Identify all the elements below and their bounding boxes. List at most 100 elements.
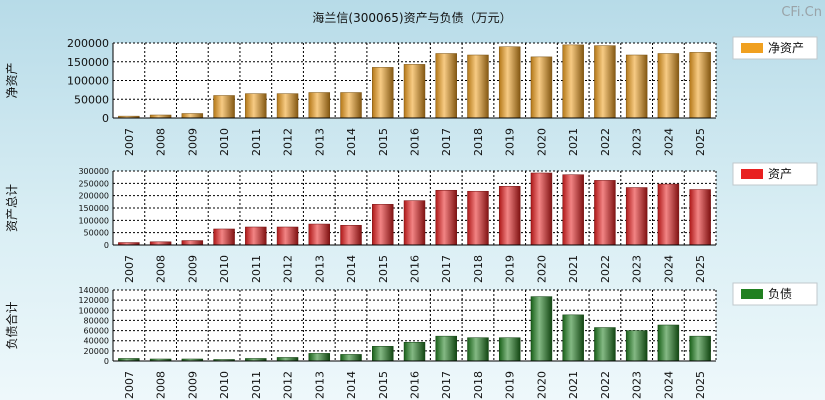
x-tick-label: 2013 <box>313 371 326 399</box>
x-tick-label: 2015 <box>377 371 390 399</box>
y-tick-label: 50000 <box>74 93 109 106</box>
bar-total_assets-2013 <box>308 223 331 246</box>
y-tick-label: 60000 <box>84 327 109 336</box>
y-tick-label: 150000 <box>67 56 109 69</box>
x-tick-label: 2017 <box>440 371 453 399</box>
y-tick-label: 0 <box>104 357 109 366</box>
x-tick-label: 2013 <box>313 255 326 283</box>
x-tick-label: 2020 <box>535 371 548 399</box>
panel-net_assets: 0 50000 100000 150000 200000 2007 2008 2009 2010… <box>5 36 818 156</box>
y-axis-title-total_liabilities: 负债合计 <box>4 301 19 349</box>
x-tick-label: 2023 <box>631 255 644 283</box>
bar-net_assets-2012 <box>276 93 299 119</box>
y-tick-label: 100000 <box>67 75 109 88</box>
x-tick-label: 2021 <box>567 255 580 283</box>
bar-total_liabilities-2013 <box>308 353 331 362</box>
x-tick-label: 2007 <box>123 128 136 156</box>
bar-total_liabilities-2024 <box>657 324 680 362</box>
x-tick-label: 2008 <box>155 128 168 156</box>
x-tick-label: 2015 <box>377 255 390 283</box>
x-tick-label: 2022 <box>599 371 612 399</box>
bar-total_assets-2019 <box>498 186 521 246</box>
x-tick-label: 2020 <box>535 128 548 156</box>
legend-total_assets: 资产 <box>732 162 818 186</box>
x-tick-label: 2010 <box>218 371 231 399</box>
bar-total_assets-2010 <box>213 228 235 246</box>
bar-net_assets-2013 <box>308 92 331 119</box>
bar-total_liabilities-2018 <box>467 337 489 362</box>
x-tick-label: 2015 <box>377 128 390 156</box>
x-tick-label: 2023 <box>631 128 644 156</box>
x-tick-label: 2021 <box>567 371 580 399</box>
bar-total_assets-2024 <box>657 183 680 246</box>
legend-box <box>732 36 818 60</box>
y-tick-label: 200000 <box>67 37 109 50</box>
bar-total_liabilities-2019 <box>498 337 521 362</box>
bar-net_assets-2009 <box>181 113 204 119</box>
x-tick-label: 2019 <box>504 255 517 283</box>
legend-swatch <box>741 169 763 179</box>
x-tick-label: 2019 <box>504 128 517 156</box>
y-tick-label: 0 <box>104 241 109 250</box>
y-axis-title-net_assets: 净资产 <box>5 62 19 98</box>
bar-total_assets-2017 <box>435 189 457 246</box>
bar-net_assets-2010 <box>213 95 235 119</box>
x-tick-label: 2012 <box>282 255 295 283</box>
y-tick-label: 200000 <box>78 192 109 201</box>
x-tick-label: 2012 <box>282 371 295 399</box>
x-tick-label: 2010 <box>218 255 231 283</box>
bar-net_assets-2018 <box>467 54 489 119</box>
bar-total_liabilities-2021 <box>562 314 584 362</box>
bar-net_assets-2022 <box>594 45 616 119</box>
bar-total_liabilities-2015 <box>372 346 394 362</box>
x-tick-label: 2016 <box>409 255 422 283</box>
bar-total_assets-2021 <box>562 174 584 246</box>
x-tick-label: 2016 <box>409 371 422 399</box>
y-tick-label: 0 <box>102 112 109 125</box>
bar-net_assets-2024 <box>657 53 680 119</box>
chart-title: 海兰信(300065)资产与负债（万元） <box>312 10 511 25</box>
panel-total_assets: 0 50000 100000 150000 200000 250000 300000 2007… <box>5 162 818 283</box>
y-axis-title-total_assets: 资产总计 <box>5 184 19 232</box>
legend-net_assets: 净资产 <box>732 36 818 60</box>
x-tick-label: 2021 <box>567 128 580 156</box>
bar-net_assets-2011 <box>245 93 267 119</box>
legend-label: 资产 <box>768 167 792 181</box>
bar-total_assets-2023 <box>625 187 648 246</box>
bar-total_assets-2014 <box>340 225 362 246</box>
bar-total_assets-2012 <box>276 226 299 246</box>
bar-total_assets-2022 <box>594 180 616 246</box>
bar-total_liabilities-2017 <box>435 335 457 362</box>
x-tick-label: 2011 <box>250 371 263 399</box>
x-tick-label: 2017 <box>440 128 453 156</box>
y-tick-label: 120000 <box>78 296 109 305</box>
x-tick-label: 2018 <box>472 371 485 399</box>
bar-net_assets-2019 <box>498 46 521 119</box>
bar-net_assets-2017 <box>435 53 457 119</box>
legend-box <box>732 162 818 186</box>
legend-swatch <box>741 289 763 299</box>
x-tick-label: 2016 <box>409 128 422 156</box>
bar-total_assets-2011 <box>245 226 267 246</box>
bar-net_assets-2025 <box>689 52 711 119</box>
bar-total_liabilities-2020 <box>530 296 553 362</box>
bar-total_assets-2020 <box>530 172 553 246</box>
x-tick-label: 2014 <box>345 128 358 156</box>
x-tick-label: 2025 <box>694 371 707 399</box>
x-tick-label: 2009 <box>186 255 199 283</box>
x-tick-label: 2008 <box>155 371 168 399</box>
x-tick-label: 2011 <box>250 255 263 283</box>
watermark: CFi.Cn <box>781 5 822 20</box>
x-tick-label: 2018 <box>472 255 485 283</box>
x-tick-label: 2022 <box>599 255 612 283</box>
bar-net_assets-2014 <box>340 92 362 119</box>
bar-total_assets-2025 <box>689 189 711 246</box>
bar-total_liabilities-2025 <box>689 335 711 362</box>
x-tick-label: 2009 <box>186 371 199 399</box>
y-tick-label: 100000 <box>78 216 109 225</box>
x-tick-label: 2017 <box>440 255 453 283</box>
x-tick-label: 2014 <box>345 371 358 399</box>
y-tick-label: 100000 <box>78 306 109 315</box>
